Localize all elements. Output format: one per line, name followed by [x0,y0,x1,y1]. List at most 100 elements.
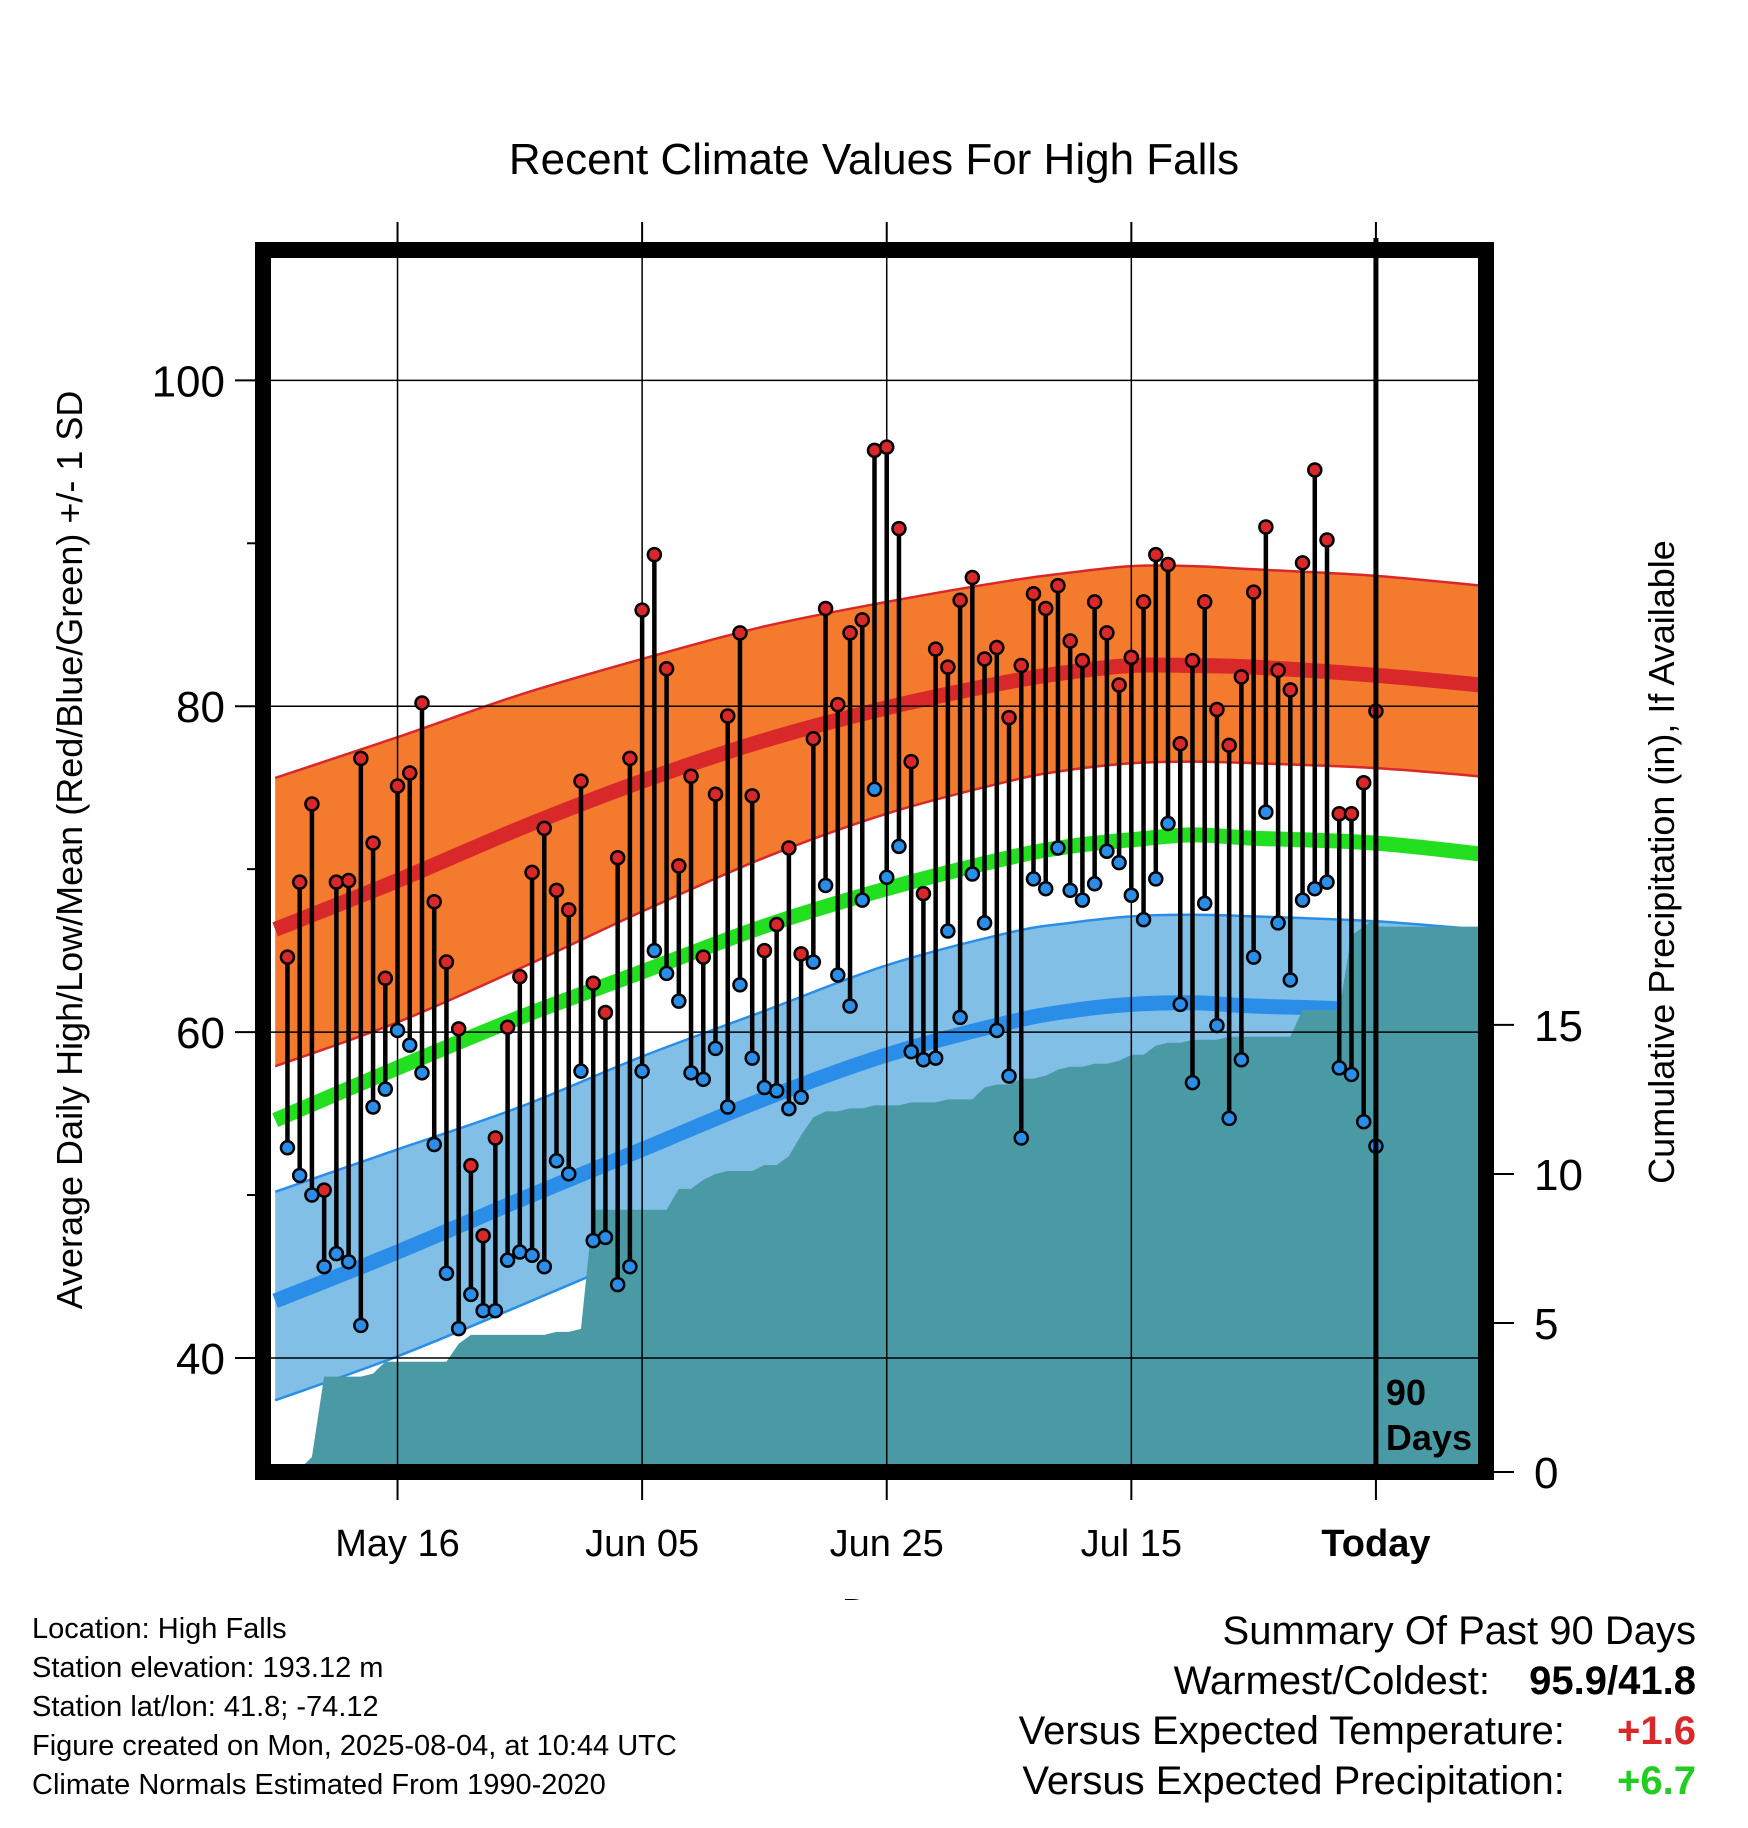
daily-high-point [878,439,895,455]
daily-low-point [964,866,981,882]
daily-high-point [279,949,296,965]
daily-high-point [903,753,919,770]
daily-low-point [414,1065,430,1081]
daily-low-point [1319,874,1335,890]
daily-high-point [1050,577,1066,594]
daily-low-point [1209,1017,1225,1034]
daily-low-point [402,1037,418,1053]
warmest-coldest-separator: / [1607,1659,1619,1703]
daily-low-point [1099,843,1115,859]
daily-high-point [1074,652,1091,669]
daily-low-point [1258,804,1274,820]
daily-high-point [512,968,528,985]
daily-high-point [658,660,675,677]
normal-bands [272,564,1486,1402]
x-axis-label: Day [842,1591,906,1600]
daily-low-point [548,1153,565,1169]
daily-low-point [781,1100,797,1117]
climate-chart: Recent Climate Values For High Falls Ave… [49,135,1682,1600]
daily-high-point [1123,649,1140,666]
y-tick-label: 80 [176,683,225,732]
precip-anomaly-row: Versus Expected Precipitation: +6.7 [1019,1756,1696,1806]
daily-low-point [1025,871,1042,887]
daily-high-point [426,893,442,910]
daily-high-point [1355,775,1372,791]
daily-high-point [805,731,822,747]
daily-low-point [487,1302,504,1319]
daily-low-point [291,1167,308,1184]
daily-low-point [622,1258,638,1275]
daily-high-point [634,602,650,618]
temp-anomaly-row: Versus Expected Temperature: +1.6 [1019,1706,1696,1756]
daily-low-point [609,1276,626,1293]
daily-high-point [561,902,577,918]
daily-high-point [1013,657,1030,674]
daily-high-point [524,864,540,881]
daily-high-point [719,708,736,724]
y-tick-label: 60 [176,1009,225,1058]
daily-high-point [487,1130,504,1146]
daily-low-point [340,1254,357,1270]
daily-high-point [402,765,418,781]
daily-high-point [414,695,430,711]
y2-tick-label: 15 [1534,1002,1583,1051]
daily-low-point [524,1247,540,1264]
daily-high-point [316,1182,332,1198]
daily-high-point [1184,652,1201,669]
daily-high-point [585,975,601,991]
daily-low-point [903,1043,919,1060]
daily-low-point [732,977,748,993]
daily-low-point [1221,1110,1237,1127]
daily-low-point [1233,1052,1250,1068]
daily-low-point [1086,876,1103,892]
cumulative-precip-area [275,917,1486,1472]
y-tick-label: 100 [152,357,225,406]
today-days-number: 90 [1386,1372,1426,1413]
daily-high-point [964,569,981,586]
daily-low-point [756,1079,773,1096]
daily-low-point [854,892,871,908]
daily-low-point [1245,949,1262,965]
y-axis-label: Average Daily High/Low/Mean (Red/Blue/Gr… [49,391,90,1310]
daily-low-point [279,1140,296,1156]
daily-high-point [1209,701,1225,718]
daily-low-point [976,915,993,931]
daily-high-point [1025,586,1042,602]
precip-anomaly-label: Versus Expected Precipitation: [1022,1759,1565,1803]
daily-low-point [927,1050,944,1066]
daily-high-point [1343,805,1360,822]
y2-tick-label: 5 [1534,1300,1558,1349]
daily-high-point [1196,594,1213,610]
daily-low-point [438,1265,455,1281]
low-sd-band [275,914,1486,1401]
daily-high-point [1086,594,1103,610]
daily-low-point [499,1252,516,1268]
chart-title: Recent Climate Values For High Falls [509,135,1239,184]
daily-low-point [536,1258,553,1275]
daily-low-point [768,1082,785,1099]
daily-high-point [768,916,785,933]
daily-high-point [1245,584,1262,600]
low-normal-line [272,995,1486,1308]
y-tick-label: 40 [176,1335,225,1384]
daily-low-point [1172,996,1188,1013]
precip-anomaly-value: +6.7 [1617,1759,1696,1803]
daily-low-point [952,1009,968,1026]
daily-high-point [1221,737,1237,754]
daily-high-point [744,788,760,804]
y2-tick-label: 0 [1534,1449,1558,1498]
daily-low-point [450,1320,467,1337]
daily-low-point [695,1071,712,1088]
daily-high-point [1319,532,1335,548]
latlon-text: Station lat/lon: 41.8; -74.12 [32,1691,379,1723]
daily-low-point [585,1232,601,1249]
daily-low-point [597,1229,614,1246]
daily-low-point [1037,880,1054,897]
summary-heading: Summary Of Past 90 Days [1222,1609,1696,1653]
daily-low-point [316,1258,332,1275]
daily-high-point [1001,709,1017,726]
daily-high-point [1111,677,1127,693]
daily-low-point [1294,892,1311,908]
daily-low-point [683,1065,699,1081]
daily-low-point [1111,854,1127,871]
